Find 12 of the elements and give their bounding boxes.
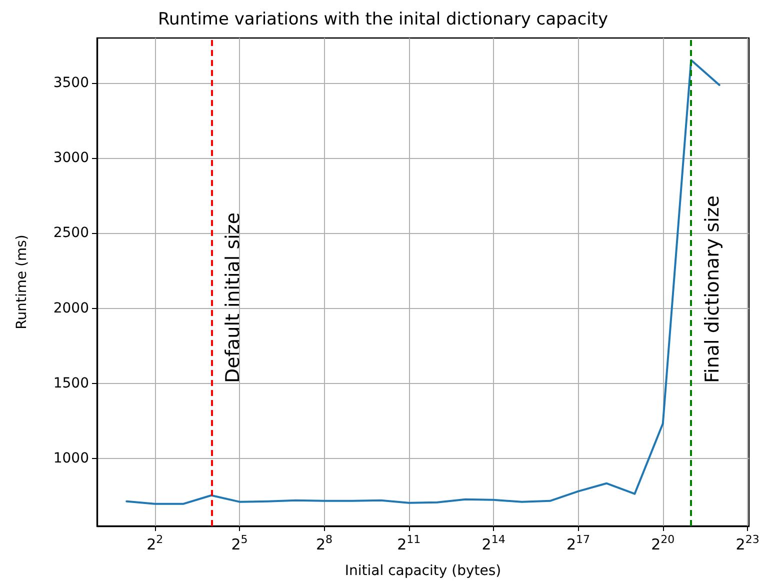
y-tick-label: 3000	[53, 150, 89, 166]
y-tick-label: 1000	[53, 450, 89, 466]
ref-line-label: Final dictionary size	[702, 195, 724, 383]
y-tick-label: 2500	[53, 225, 89, 242]
y-tick-label: 3500	[53, 75, 89, 92]
y-tick-label: 2000	[53, 300, 89, 316]
ref-line-label: Default initial size	[222, 212, 244, 383]
chart-title: Runtime variations with the inital dictionary capacity	[158, 10, 608, 30]
y-tick-label: 1500	[53, 375, 89, 392]
y-axis-title: Runtime (ms)	[14, 234, 30, 330]
x-axis-title: Initial capacity (bytes)	[344, 563, 502, 579]
line-series	[126, 59, 720, 505]
